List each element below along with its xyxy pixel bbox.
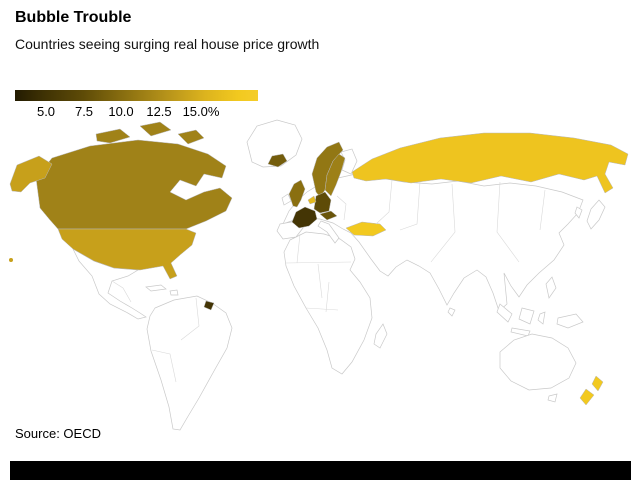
country-united-kingdom: [288, 179, 306, 208]
landmass-sri-lanka: [447, 307, 456, 317]
landmass-south-america: [146, 295, 233, 431]
country-united-states-alaska: [9, 155, 53, 193]
legend-tick: 15.0%: [182, 104, 220, 119]
footer-brand-bar: [10, 461, 631, 480]
country-iceland: [267, 153, 288, 168]
landmass-tasmania: [547, 393, 558, 403]
landmass-madagascar: [373, 323, 388, 349]
interior-country-borders: [111, 179, 546, 383]
country-netherlands: [307, 195, 317, 205]
landmass-australia: [499, 333, 577, 391]
landmass-philippines: [545, 276, 557, 299]
landmass-cuba: [145, 284, 167, 292]
legend-tick: 5.0: [36, 104, 56, 119]
landmass-borneo: [518, 307, 535, 325]
country-united-states: [57, 228, 197, 280]
landmass-greenland: [246, 119, 303, 168]
country-sweden: [324, 153, 346, 197]
legend-tick: 7.5: [74, 104, 94, 119]
landmass-korea: [574, 206, 583, 219]
landmass-java: [510, 327, 531, 337]
landmass-sulawesi: [537, 311, 546, 325]
territory-french-guiana: [203, 300, 215, 311]
country-new-zealand: [579, 375, 604, 406]
landmass-sumatra: [496, 303, 513, 323]
country-united-states-hawaii: [9, 258, 13, 262]
country-canada: [35, 139, 233, 230]
country-norway: [311, 141, 344, 198]
landmass-hispaniola: [169, 289, 179, 296]
world-choropleth-map: [9, 119, 629, 431]
country-germany: [313, 191, 332, 214]
legend-tick: 10.0: [108, 104, 134, 119]
country-canada-arctic-islands: [95, 121, 205, 145]
country-turkey: [345, 221, 387, 237]
chart-subtitle: Countries seeing surging real house pric…: [15, 36, 320, 52]
legend-tick: 12.5: [146, 104, 172, 119]
country-russia: [351, 132, 629, 194]
country-france: [291, 206, 318, 229]
source-label: Source: OECD: [15, 426, 101, 441]
landmass-new-guinea: [556, 313, 584, 329]
landmass-ireland: [281, 193, 292, 206]
chart-title: Bubble Trouble: [15, 9, 132, 26]
country-austria: [319, 210, 338, 221]
color-gradient-bar: [15, 90, 258, 101]
landmass-italy: [317, 220, 340, 244]
landmass-japan: [586, 199, 606, 230]
landmass-africa: [283, 231, 373, 375]
landmass-finland: [340, 148, 358, 175]
